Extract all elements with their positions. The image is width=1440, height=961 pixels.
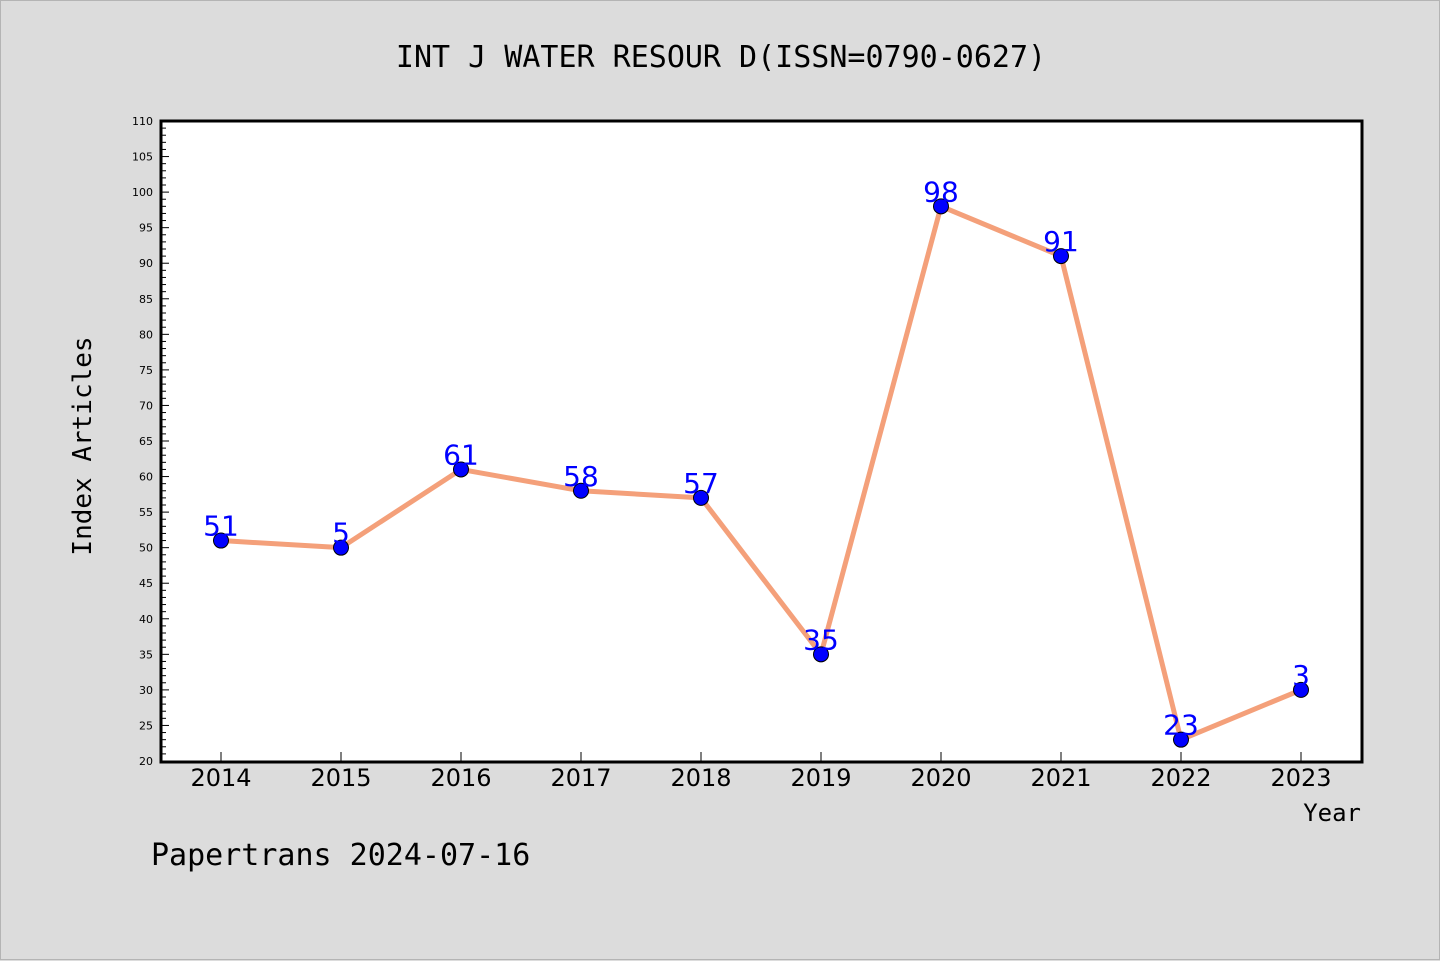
y-tick-label: 90 (139, 257, 153, 270)
data-label: 35 (803, 623, 839, 656)
data-point (693, 489, 709, 506)
series-line (218, 203, 1304, 743)
y-tick-label: 70 (139, 399, 153, 412)
y-tick-label: 65 (139, 435, 153, 448)
data-label: 58 (563, 460, 599, 493)
x-tick-label: 2020 (910, 764, 971, 792)
y-tick-label: 40 (139, 613, 153, 626)
x-axis-label: Year (1303, 799, 1361, 827)
data-label: 57 (683, 467, 719, 500)
x-tick-label: 2015 (310, 764, 371, 792)
x-axis: 2014 2015 2016 2017 2018 2019 2020 2021 2022 2023 (190, 752, 1332, 792)
x-tick-label: 2019 (790, 764, 851, 792)
y-axis-label: Index Articles (68, 336, 98, 555)
data-point (1053, 248, 1069, 265)
y-tick-label: 45 (139, 577, 153, 590)
chart-title: INT J WATER RESOUR D(ISSN=0790-0627) (396, 40, 1046, 75)
data-label: 51 (203, 510, 239, 543)
data-label: 61 (443, 438, 479, 471)
x-tick-label: 2022 (1150, 764, 1211, 792)
y-tick-label: 20 (139, 755, 153, 768)
plot-area (159, 119, 1364, 764)
y-tick-label: 100 (132, 186, 153, 199)
data-label: 91 (1043, 225, 1079, 258)
data-label: 5 (332, 517, 350, 550)
y-tick-label: 55 (139, 506, 153, 519)
data-point (1293, 681, 1309, 698)
data-label: 23 (1163, 709, 1199, 742)
data-point (453, 461, 469, 478)
data-label: 98 (923, 175, 959, 208)
x-tick-label: 2021 (1030, 764, 1091, 792)
data-point (333, 539, 349, 556)
data-label: 3 (1292, 659, 1310, 692)
y-tick-label: 25 (139, 719, 153, 732)
x-tick-label: 2017 (550, 764, 611, 792)
y-tick-label: 110 (132, 115, 153, 128)
footer-text: Papertrans 2024-07-16 (151, 838, 530, 873)
x-tick-label: 2016 (430, 764, 491, 792)
data-point (1173, 731, 1189, 748)
series-line-group: 51 5 61 58 57 35 98 91 23 3 (203, 175, 1310, 748)
y-tick-label: 35 (139, 648, 153, 661)
data-point (573, 482, 589, 499)
data-point (813, 646, 829, 663)
x-tick-label: 2014 (190, 764, 251, 792)
y-tick-label: 95 (139, 222, 153, 235)
y-tick-label: 50 (139, 542, 153, 555)
y-tick-label: 85 (139, 293, 153, 306)
y-tick-label: 60 (139, 471, 153, 484)
x-tick-label: 2018 (670, 764, 731, 792)
data-point (213, 532, 229, 549)
y-tick-label: 80 (139, 328, 153, 341)
data-point (933, 198, 949, 215)
y-tick-label: 75 (139, 364, 153, 377)
y-tick-label: 30 (139, 684, 153, 697)
x-tick-label: 2023 (1270, 764, 1331, 792)
y-axis: 20 25 30 35 40 45 50 55 60 65 70 75 80 85 90 95 100 105 11… (132, 115, 169, 768)
y-tick-label: 105 (132, 151, 153, 164)
